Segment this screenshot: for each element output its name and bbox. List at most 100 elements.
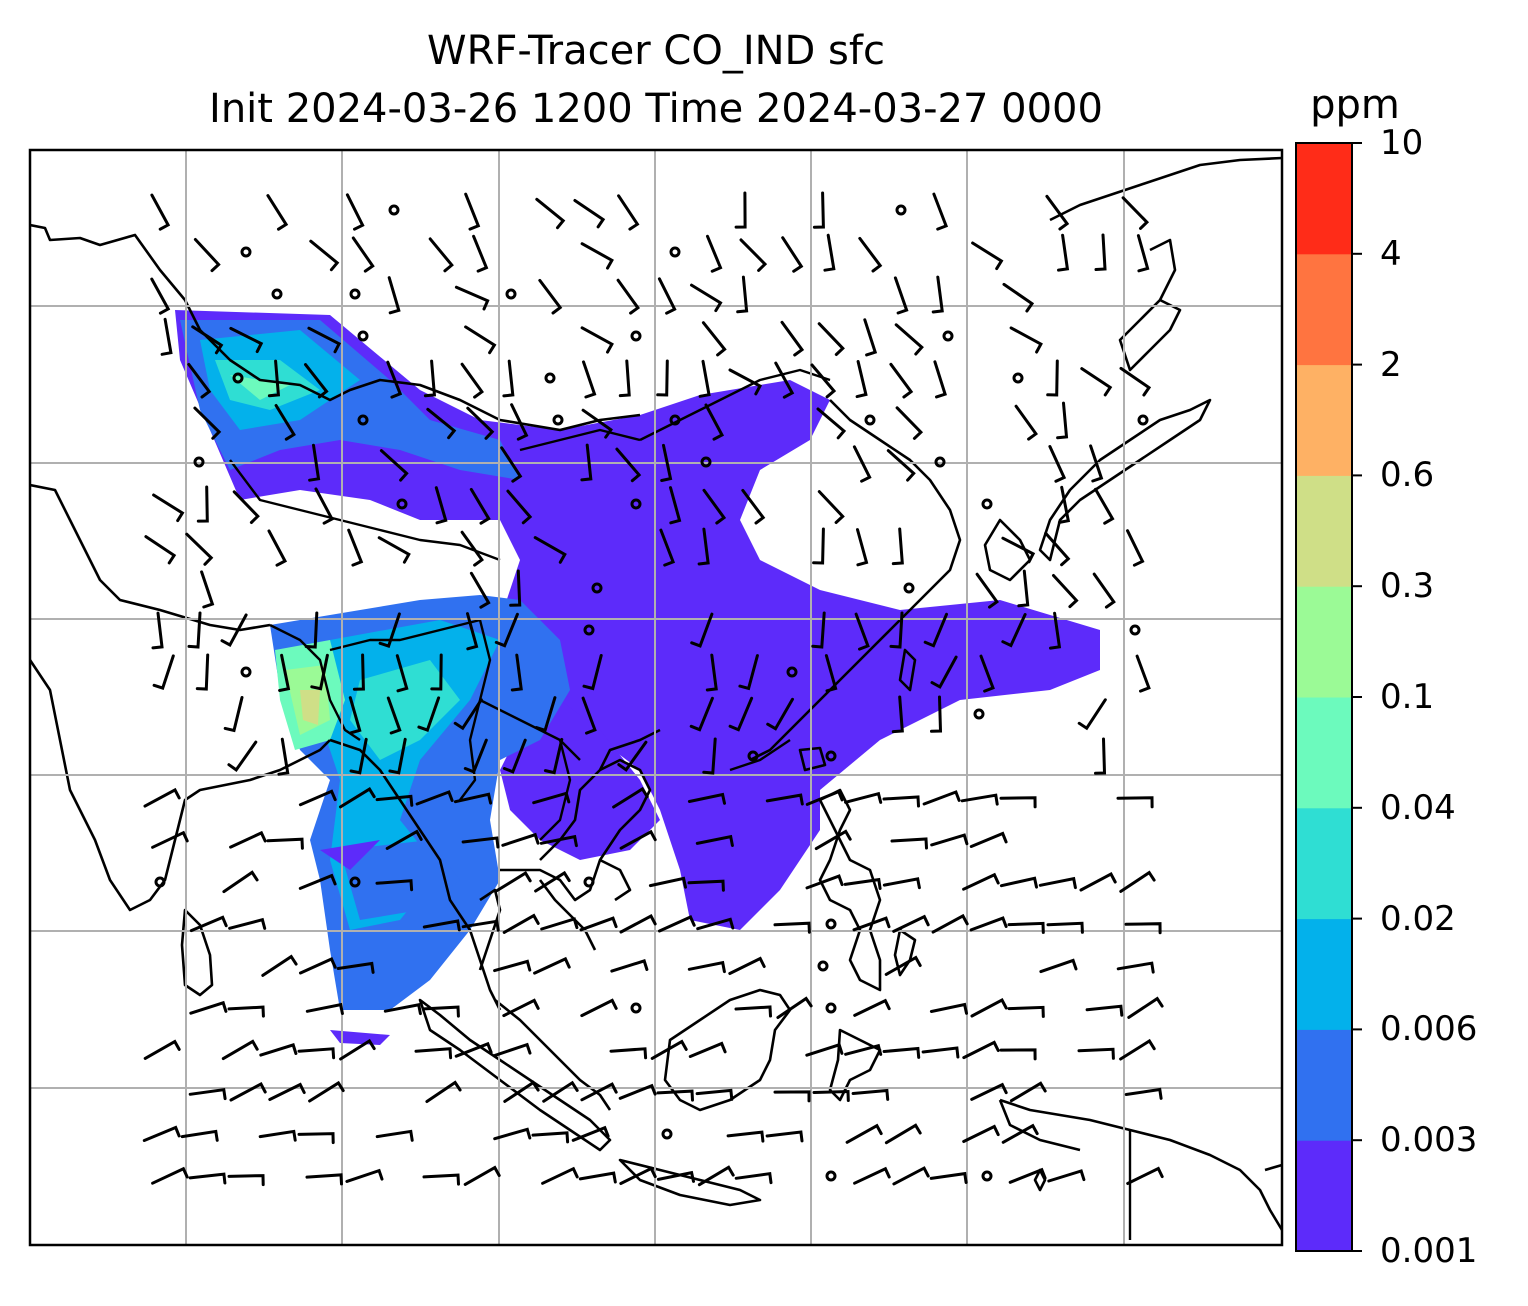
wind-barb [150, 193, 171, 231]
wind-barb [160, 317, 173, 356]
wind-barb [581, 408, 613, 439]
wind-barb [845, 1123, 883, 1144]
wind-barb [347, 528, 364, 567]
wind-barb [687, 792, 726, 805]
wind-barb [227, 1174, 265, 1187]
wind-barb [660, 443, 673, 482]
wind-barb [266, 837, 304, 850]
wind-barb [352, 653, 365, 691]
wind-barb [656, 1170, 695, 1183]
wind-barb [534, 696, 557, 733]
wind-barb [180, 1129, 219, 1142]
wind-barb [266, 194, 289, 231]
calm-wind-marker [1137, 414, 1149, 426]
colorbar-segment [1296, 807, 1352, 920]
wind-barb [493, 1042, 532, 1057]
wind-barb [305, 1002, 344, 1015]
wind-barb [534, 870, 571, 893]
wind-barb [1009, 1081, 1047, 1103]
country-border [539, 739, 572, 841]
colorbar-unit-label: ppm [1310, 82, 1400, 128]
wind-barb [258, 1129, 297, 1142]
colorbar-tick-label: 10 [1380, 123, 1424, 163]
wind-barb [816, 407, 847, 440]
wind-barb [853, 1166, 891, 1185]
wind-barb [386, 696, 402, 735]
wind-barb [774, 361, 795, 399]
calm-wind-marker [895, 204, 907, 216]
coastline [494, 998, 612, 1111]
tracer-region-low [320, 840, 380, 870]
wind-barb [388, 737, 407, 775]
wind-barb [776, 996, 813, 1019]
coastline [1149, 238, 1177, 301]
wind-barb [1077, 1047, 1115, 1060]
wind-barb [962, 872, 1000, 891]
wind-barb [619, 829, 657, 850]
calm-wind-marker [864, 414, 876, 426]
wind-barb [975, 572, 999, 609]
wind-barb [999, 796, 1037, 809]
wind-barb [616, 278, 640, 315]
wind-barb [960, 793, 999, 806]
wind-barb [701, 321, 727, 357]
wind-barb [702, 488, 727, 525]
wind-barb [143, 787, 181, 808]
wind-barb [893, 276, 909, 315]
wind-barb [962, 1040, 1000, 1060]
wind-barb [582, 360, 597, 399]
wind-barb [886, 449, 916, 482]
wind-barb [1014, 404, 1038, 441]
wind-barb [728, 696, 754, 732]
wind-barb [619, 1166, 657, 1185]
colorbar-segment [1296, 586, 1352, 698]
tracer-region [350, 660, 460, 760]
wind-barb [728, 368, 763, 396]
wind-barb [882, 795, 920, 808]
wind-barb [1121, 196, 1150, 230]
calm-wind-marker [349, 288, 361, 300]
calm-wind-marker [232, 372, 244, 384]
coastline-island [798, 746, 827, 772]
coastline [329, 738, 502, 1011]
wind-barb [852, 445, 872, 483]
calm-wind-marker [934, 456, 946, 468]
wind-barb [142, 1125, 181, 1142]
wind-barb [307, 326, 342, 354]
wind-barb [669, 486, 682, 525]
wind-barb [1009, 326, 1043, 354]
coastline-island [898, 648, 917, 692]
wind-barb [535, 197, 566, 230]
wind-barb [232, 490, 260, 524]
map-frame [28, 148, 1284, 1247]
wind-barb [618, 359, 631, 398]
colorbar-segment [1296, 1029, 1352, 1141]
wind-barb [1057, 485, 1071, 524]
tracer-region-low [330, 1030, 390, 1045]
wind-barb [970, 1082, 1008, 1101]
wind-barb [610, 959, 649, 973]
wind-barb [187, 362, 212, 399]
coastline-island [893, 928, 917, 977]
calm-wind-marker [505, 288, 517, 300]
wind-barb [580, 443, 593, 482]
wind-barb [200, 570, 215, 609]
country-border [729, 739, 791, 772]
colorbar-tick-label: 0.6 [1380, 455, 1435, 496]
wind-barb [502, 998, 540, 1018]
wind-barb [227, 1005, 265, 1018]
wind-barb [1116, 796, 1154, 809]
calm-wind-marker [825, 750, 837, 762]
wind-barb [650, 1039, 688, 1060]
wind-barb [428, 237, 454, 273]
wind-barb [1049, 611, 1062, 650]
wind-barb [539, 834, 578, 848]
wind-barb [979, 654, 995, 693]
gridlines [30, 150, 1282, 1245]
calm-wind-marker [981, 1170, 993, 1182]
wind-barb [221, 1039, 259, 1061]
coastline [500, 758, 652, 902]
country-border [519, 428, 641, 452]
wind-barb [277, 737, 290, 776]
